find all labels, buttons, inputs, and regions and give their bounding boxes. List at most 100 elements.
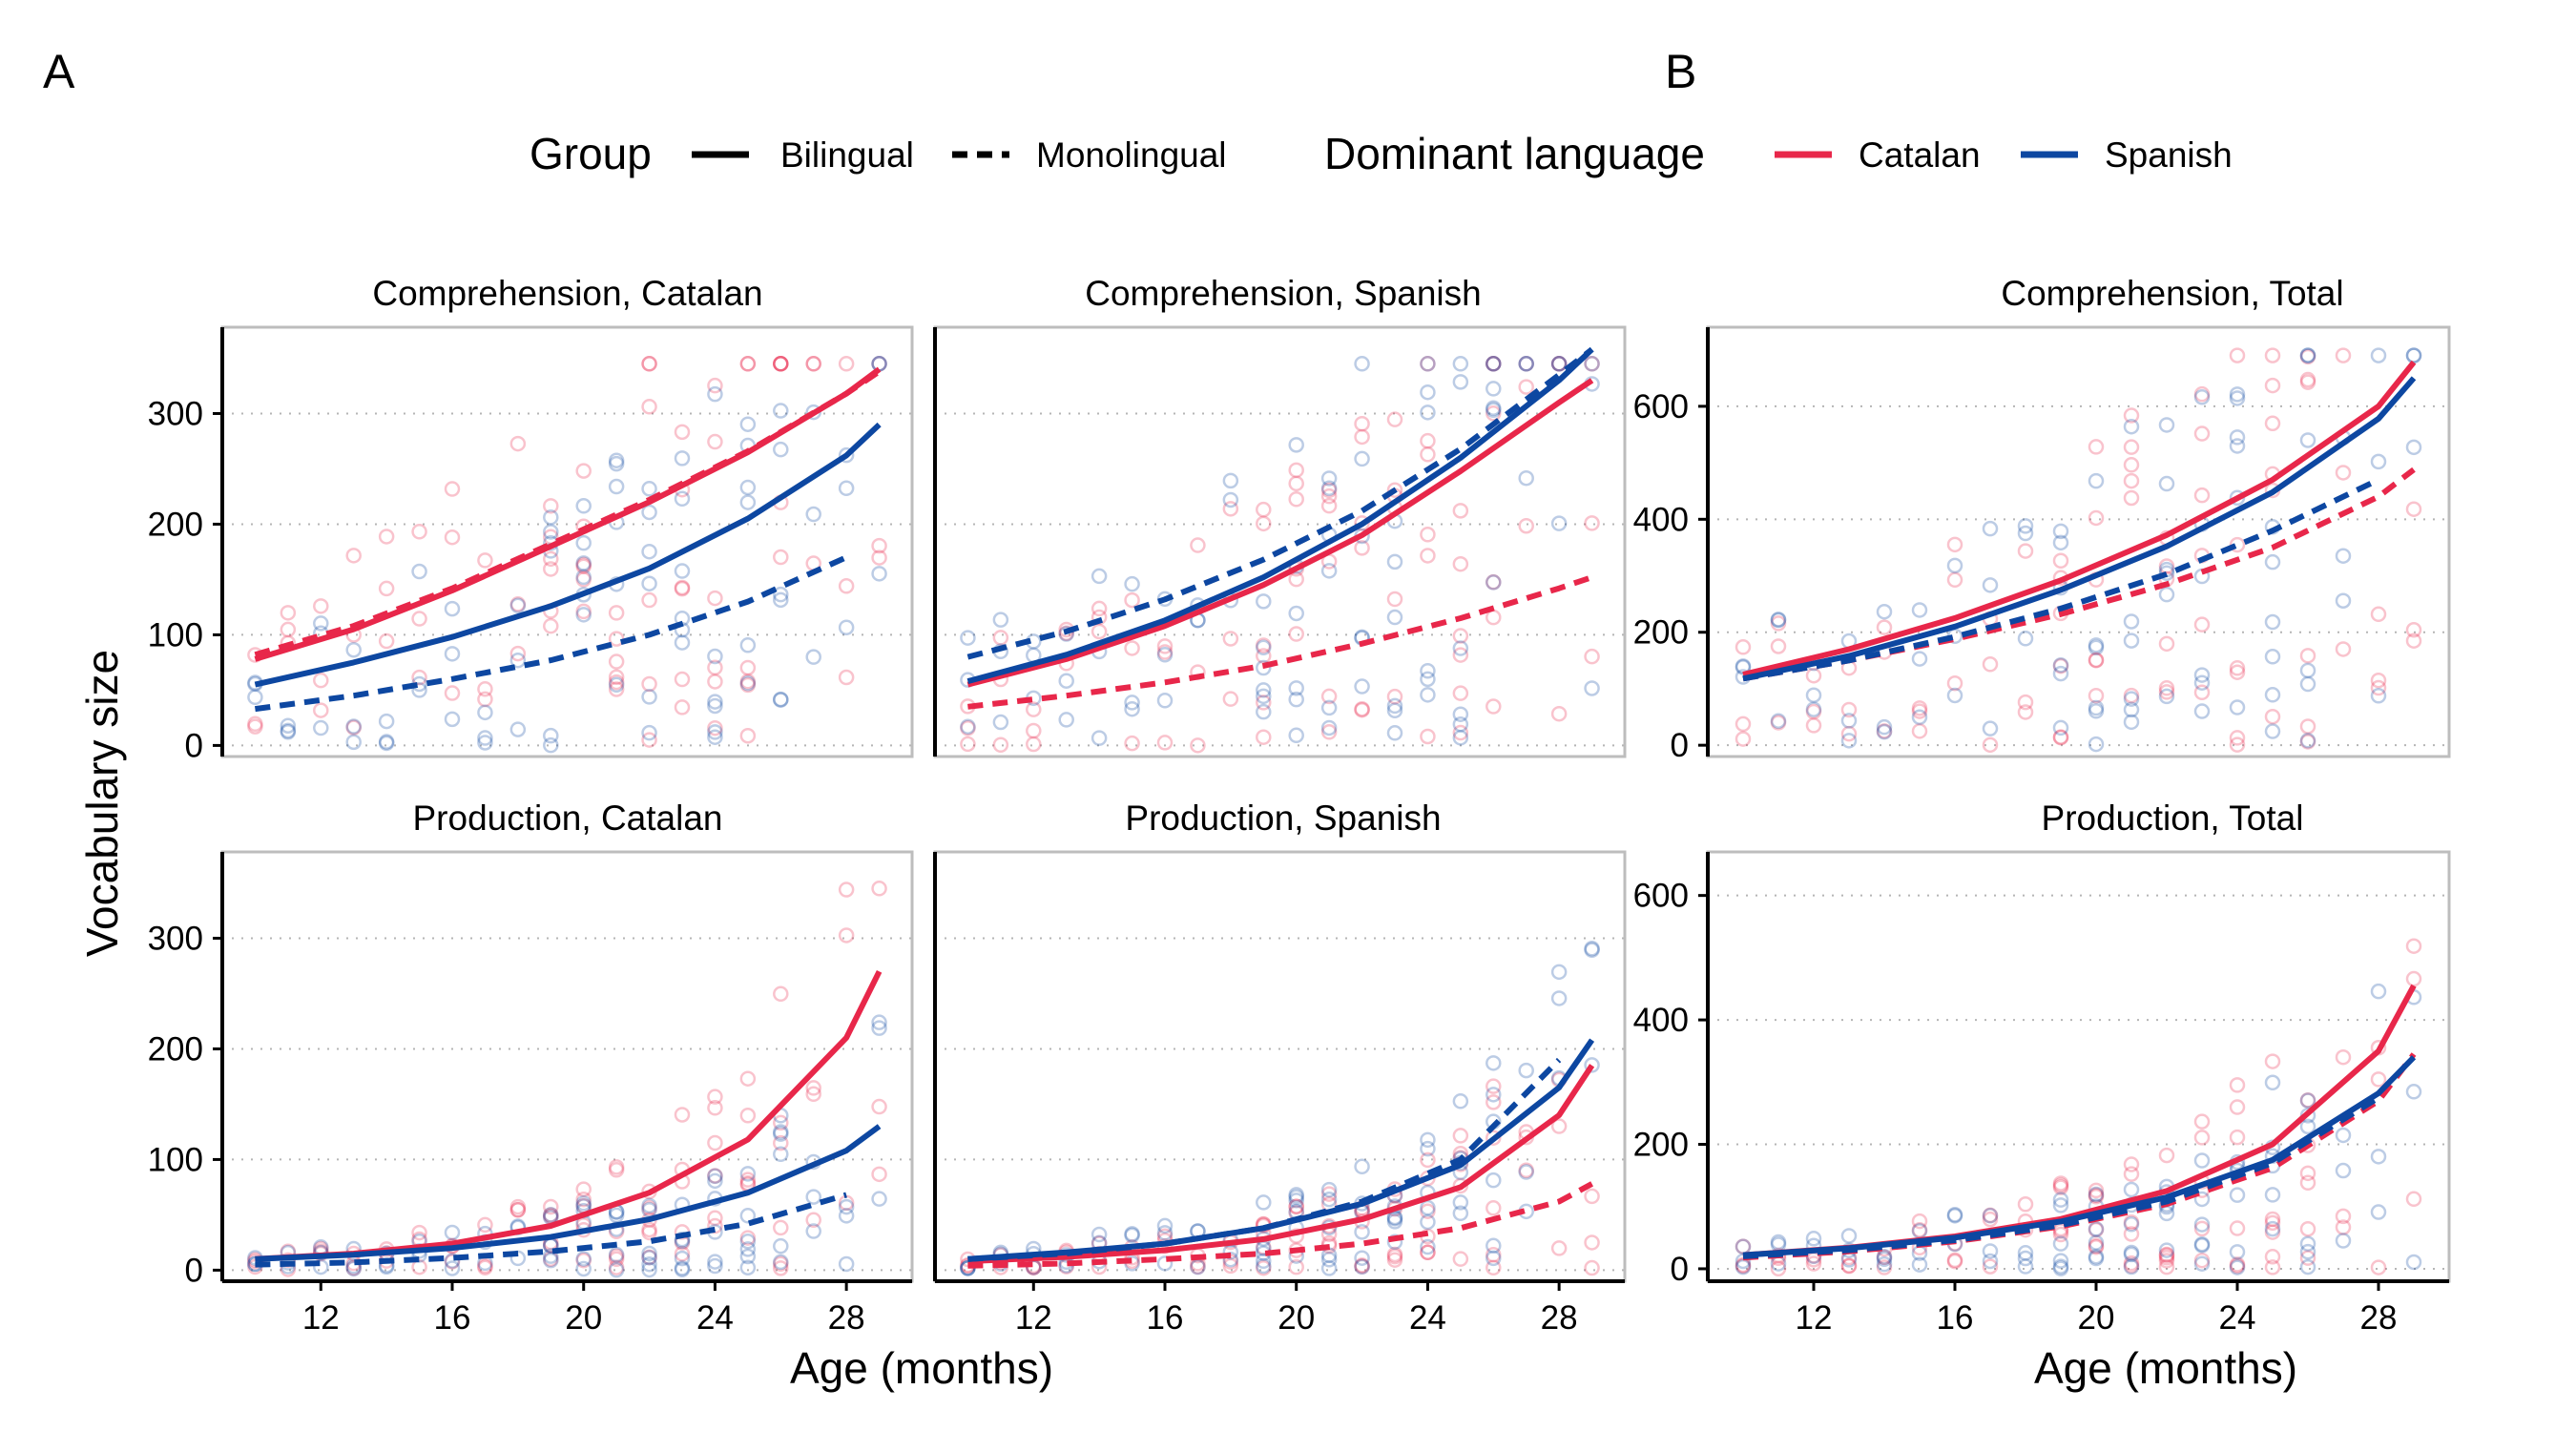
data-point bbox=[1222, 631, 1239, 647]
y-tick-label: 600 bbox=[1633, 388, 1689, 425]
data-point bbox=[1288, 491, 1304, 508]
data-point bbox=[1805, 701, 1822, 717]
data-point bbox=[1946, 1252, 1963, 1269]
data-point bbox=[1982, 1258, 1999, 1275]
data-point bbox=[2017, 1258, 2034, 1275]
x-axis-label-a: Age (months) bbox=[790, 1343, 1053, 1393]
data-point bbox=[2335, 465, 2352, 481]
data-point bbox=[608, 1162, 625, 1178]
x-tick-label: 16 bbox=[1937, 1299, 1974, 1337]
data-point bbox=[773, 1126, 789, 1142]
data-point bbox=[641, 399, 657, 415]
data-point bbox=[739, 416, 757, 432]
data-point bbox=[707, 697, 723, 715]
data-point bbox=[838, 1198, 855, 1215]
data-point bbox=[2017, 1250, 2034, 1267]
data-point bbox=[871, 566, 887, 582]
data-point bbox=[1518, 469, 1534, 487]
data-point bbox=[575, 571, 592, 588]
data-point bbox=[2264, 1214, 2281, 1232]
y-axis-label: Vocabulary size bbox=[77, 650, 127, 957]
data-point bbox=[2088, 1187, 2105, 1203]
data-point bbox=[2405, 347, 2422, 363]
data-point bbox=[2052, 1235, 2069, 1252]
data-point bbox=[1485, 1130, 1502, 1146]
data-point bbox=[992, 736, 1009, 754]
data-point bbox=[707, 674, 723, 690]
data-point bbox=[1805, 703, 1822, 720]
data-point bbox=[1256, 1253, 1272, 1270]
series-line bbox=[966, 347, 1594, 684]
data-point bbox=[1026, 701, 1042, 717]
data-point bbox=[773, 692, 789, 708]
data-point bbox=[608, 1246, 625, 1263]
data-point bbox=[1256, 1259, 1272, 1276]
data-point bbox=[1485, 574, 1502, 591]
data-point bbox=[641, 1250, 657, 1266]
data-point bbox=[543, 736, 559, 754]
data-point bbox=[773, 356, 789, 372]
data-point bbox=[378, 633, 395, 650]
data-point bbox=[707, 385, 723, 403]
data-point bbox=[2123, 1181, 2140, 1198]
data-point bbox=[871, 1098, 887, 1115]
data-point bbox=[707, 648, 723, 665]
data-point bbox=[773, 441, 789, 458]
data-point bbox=[773, 1260, 789, 1276]
data-point bbox=[444, 711, 461, 728]
data-point bbox=[1584, 942, 1600, 959]
series-line bbox=[1742, 477, 2380, 682]
data-point bbox=[1386, 609, 1403, 626]
data-point bbox=[2229, 1099, 2246, 1115]
data-point bbox=[1452, 503, 1469, 519]
data-point bbox=[641, 504, 657, 521]
data-point bbox=[1911, 723, 1928, 739]
data-point bbox=[1911, 651, 1928, 667]
data-point bbox=[773, 356, 789, 372]
x-tick-label: 12 bbox=[1796, 1299, 1833, 1337]
data-point bbox=[1156, 646, 1174, 663]
data-point bbox=[509, 645, 527, 662]
data-point bbox=[1156, 735, 1174, 751]
y-tick-label: 0 bbox=[1671, 727, 1689, 764]
data-point bbox=[1550, 356, 1568, 372]
data-point bbox=[608, 681, 625, 697]
data-point bbox=[608, 1207, 625, 1224]
data-point bbox=[2123, 457, 2140, 473]
data-point bbox=[1911, 602, 1928, 618]
data-point bbox=[2052, 719, 2069, 736]
data-point bbox=[378, 529, 395, 545]
data-point bbox=[2052, 1179, 2069, 1195]
data-point bbox=[1256, 637, 1272, 653]
data-point bbox=[2229, 699, 2246, 716]
data-point bbox=[2158, 684, 2175, 700]
data-point bbox=[773, 1255, 789, 1273]
data-point bbox=[1288, 626, 1304, 642]
data-point bbox=[2299, 718, 2316, 735]
data-point bbox=[1386, 1213, 1403, 1230]
y-tick-label: 0 bbox=[185, 727, 203, 764]
y-tick-label: 0 bbox=[1671, 1251, 1689, 1288]
data-point bbox=[1485, 400, 1502, 416]
data-point bbox=[280, 621, 297, 638]
data-point bbox=[1256, 688, 1272, 705]
data-point bbox=[1485, 1247, 1502, 1263]
data-point bbox=[1805, 687, 1822, 703]
data-point bbox=[345, 1258, 362, 1275]
data-point bbox=[1288, 727, 1304, 744]
data-point bbox=[2123, 1255, 2140, 1272]
data-point bbox=[1485, 1200, 1502, 1216]
data-point bbox=[1420, 446, 1436, 463]
data-point bbox=[2158, 1258, 2175, 1275]
data-point bbox=[1288, 475, 1304, 492]
data-point bbox=[1770, 713, 1787, 729]
data-point bbox=[2158, 1253, 2175, 1269]
data-point bbox=[411, 1224, 427, 1241]
data-point bbox=[1058, 673, 1074, 689]
data-point bbox=[2229, 736, 2246, 753]
data-point bbox=[1946, 687, 1963, 704]
data-point bbox=[2335, 1208, 2352, 1225]
data-point bbox=[674, 1261, 691, 1278]
data-point bbox=[2335, 641, 2352, 657]
data-point bbox=[2229, 660, 2246, 676]
